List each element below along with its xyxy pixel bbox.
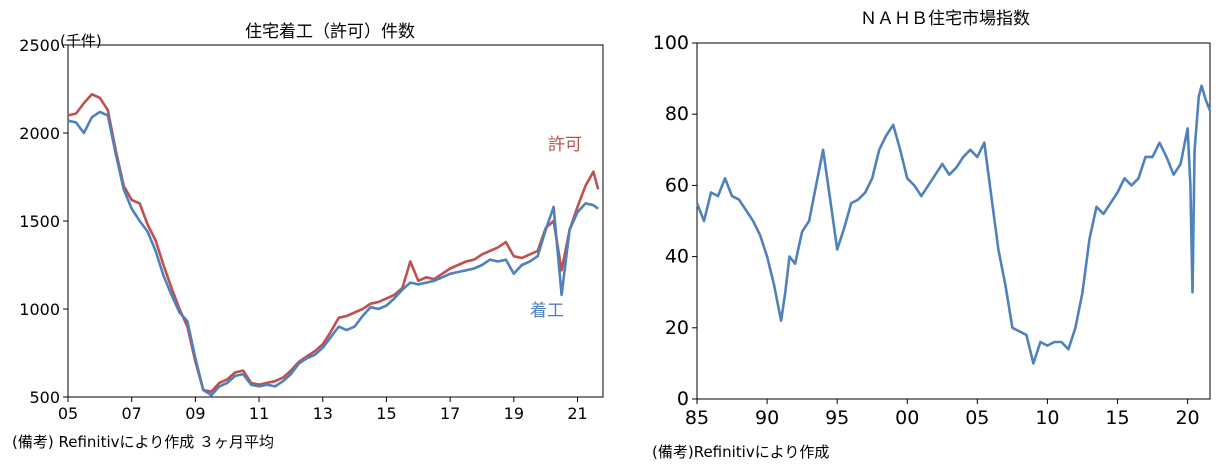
y-tick-label: 100	[653, 32, 689, 54]
x-tick-label: 17	[440, 404, 460, 423]
series-line-c0-1	[67, 110, 599, 397]
y-tick-label: 60	[665, 174, 689, 196]
x-tick-label: 90	[755, 407, 779, 429]
y-tick-label: 2500	[19, 36, 60, 55]
x-tick-label: 05	[58, 404, 78, 423]
y-tick-label: 0	[677, 388, 689, 410]
chart2-note: (備考)Refinitivにより作成	[652, 443, 830, 461]
nahb-index-chart: ＮＡＨＢ住宅市場指数 0 20 40 60 80 100 85 90 95 00 05 10 15 20	[653, 9, 1212, 429]
y-tick-label: 1500	[19, 212, 60, 231]
x-tick-label: 00	[895, 407, 919, 429]
y-tick-label: 2000	[19, 124, 60, 143]
chart1-plot-area	[67, 44, 604, 398]
y-tick-label: 500	[29, 388, 60, 407]
x-tick-label: 95	[825, 407, 849, 429]
chart1-note: (備考) Refinitivにより作成 ３ヶ月平均	[12, 433, 274, 451]
x-tick-label: 13	[313, 404, 333, 423]
x-tick-label: 10	[1035, 407, 1059, 429]
x-tick-label: 21	[567, 404, 587, 423]
series-label-kyoka: 許可	[548, 135, 582, 155]
y-tick-label: 20	[665, 317, 689, 339]
series-line-c0-0	[67, 93, 600, 394]
chart1-title: 住宅着工（許可）件数	[245, 22, 415, 42]
y-tick-label: 40	[665, 246, 689, 268]
x-tick-label: 07	[122, 404, 142, 423]
x-tick-label: 05	[965, 407, 989, 429]
chart1-ylabel: (千件)	[60, 32, 102, 50]
x-tick-label: 15	[1105, 407, 1129, 429]
series-label-chakko: 着工	[530, 301, 564, 321]
housing-starts-chart: 住宅着工（許可）件数 (千件) 500 1000 1500 2000 2500 05 07…	[19, 22, 604, 423]
x-tick-label: 15	[376, 404, 396, 423]
x-tick-label: 11	[249, 404, 269, 423]
y-tick-label: 80	[665, 103, 689, 125]
x-tick-label: 85	[685, 407, 709, 429]
x-tick-label: 19	[504, 404, 524, 423]
x-tick-label: 20	[1175, 407, 1199, 429]
series-line-nahb-index	[695, 84, 1212, 365]
chart2-title: ＮＡＨＢ住宅市場指数	[860, 9, 1030, 29]
y-tick-label: 1000	[19, 300, 60, 319]
x-tick-label: 09	[185, 404, 205, 423]
chart2-plot-area	[696, 42, 1211, 400]
